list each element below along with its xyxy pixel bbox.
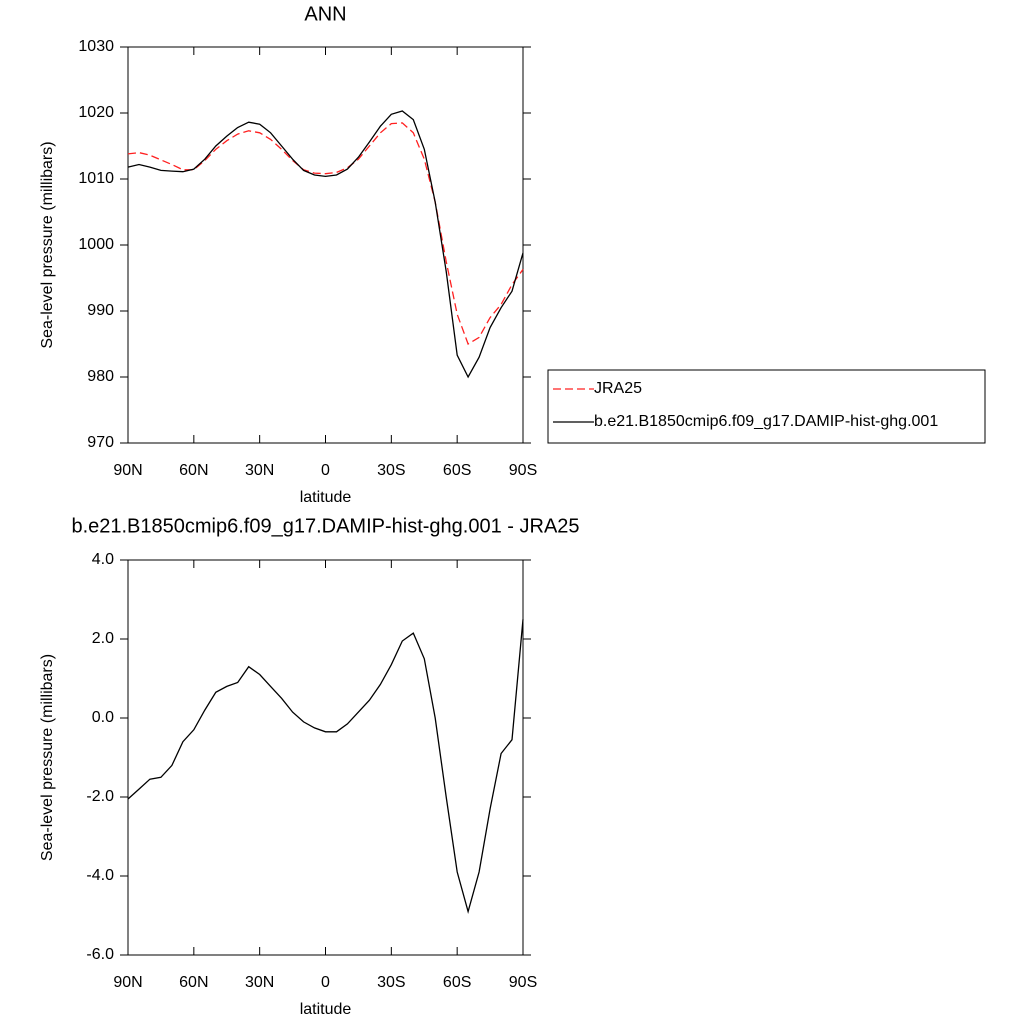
y-tick-label: 1010 bbox=[78, 170, 114, 187]
y-tick-label: -4.0 bbox=[86, 867, 114, 884]
data-line bbox=[127, 122, 524, 345]
x-tick-label: 30S bbox=[377, 462, 405, 479]
x-tick-label: 0 bbox=[321, 974, 330, 991]
x-tick-label: 60N bbox=[179, 462, 208, 479]
chart-title: ANN bbox=[304, 3, 346, 25]
y-tick-label: 980 bbox=[87, 368, 114, 385]
x-tick-label: 90S bbox=[509, 462, 537, 479]
y-tick-label: 4.0 bbox=[92, 551, 114, 568]
x-tick-label: 30N bbox=[245, 974, 274, 991]
x-tick-label: 90N bbox=[113, 974, 142, 991]
x-tick-label: 30S bbox=[377, 974, 405, 991]
x-tick-label: 60N bbox=[179, 974, 208, 991]
x-tick-label: 90N bbox=[113, 462, 142, 479]
data-line bbox=[127, 110, 524, 379]
x-tick-label: 90S bbox=[509, 974, 537, 991]
legend-label: JRA25 bbox=[594, 380, 642, 397]
x-tick-label: 60S bbox=[443, 974, 471, 991]
data-line bbox=[127, 619, 524, 915]
y-tick-label: 1030 bbox=[78, 38, 114, 55]
y-axis-label: Sea-level pressure (millibars) bbox=[39, 654, 56, 861]
x-tick-label: 60S bbox=[443, 462, 471, 479]
y-tick-label: 1000 bbox=[78, 236, 114, 253]
plot-frame bbox=[127, 46, 524, 444]
y-axis-label: Sea-level pressure (millibars) bbox=[39, 141, 56, 348]
x-tick-label: 30N bbox=[245, 462, 274, 479]
x-axis-label: latitude bbox=[300, 1001, 352, 1018]
y-tick-label: 970 bbox=[87, 434, 114, 451]
y-tick-label: 990 bbox=[87, 302, 114, 319]
legend-label: b.e21.B1850cmip6.f09_g17.DAMIP-hist-ghg.… bbox=[594, 413, 938, 430]
x-tick-label: 0 bbox=[321, 462, 330, 479]
legend-box bbox=[547, 369, 986, 444]
x-axis-label: latitude bbox=[300, 489, 352, 506]
y-tick-label: -2.0 bbox=[86, 788, 114, 805]
y-tick-label: 1020 bbox=[78, 104, 114, 121]
y-tick-label: 0.0 bbox=[92, 709, 114, 726]
y-tick-label: -6.0 bbox=[86, 946, 114, 963]
chart-title: b.e21.B1850cmip6.f09_g17.DAMIP-hist-ghg.… bbox=[71, 515, 579, 537]
y-tick-label: 2.0 bbox=[92, 630, 114, 647]
